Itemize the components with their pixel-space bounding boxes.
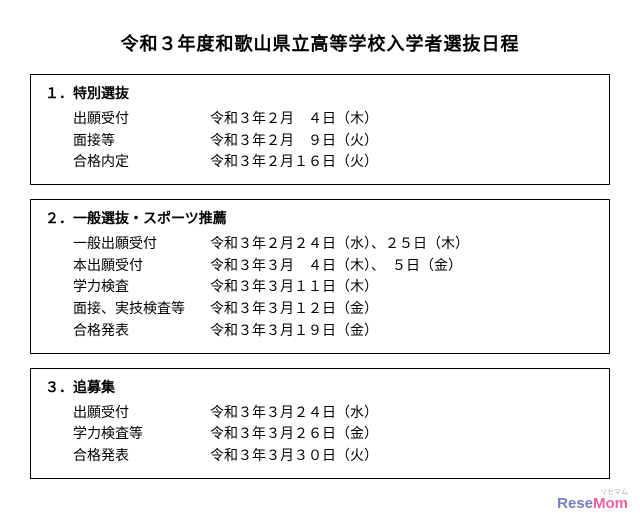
section-heading: １．特別選抜 <box>45 83 595 103</box>
row-label: 一般出願受付 <box>45 234 210 256</box>
row-label: 面接等 <box>45 131 210 153</box>
row-label: 出願受付 <box>45 109 210 131</box>
row-date: 令和３年３月１９日（金） <box>210 321 595 343</box>
row-label: 出願受付 <box>45 403 210 425</box>
section-heading: ３．追募集 <box>45 377 595 397</box>
section-1: ２．一般選抜・スポーツ推薦一般出願受付令和３年２月２４日（水）、２５日（木）本出… <box>30 199 610 353</box>
row-date: 令和３年２月 ４日（木） <box>210 109 595 131</box>
row-label: 合格内定 <box>45 152 210 174</box>
schedule-row: 出願受付令和３年２月 ４日（木） <box>45 109 595 131</box>
row-label: 面接、実技検査等 <box>45 299 210 321</box>
row-date: 令和３年３月 ４日（木）、 ５日（金） <box>210 256 595 278</box>
watermark: リセマム ReseMom <box>557 487 628 512</box>
row-label: 合格発表 <box>45 321 210 343</box>
watermark-rese: Rese <box>557 495 593 512</box>
section-2: ３．追募集出願受付令和３年３月２４日（水）学力検査等令和３年３月２６日（金）合格… <box>30 368 610 479</box>
schedule-row: 学力検査等令和３年３月２６日（金） <box>45 424 595 446</box>
schedule-row: 合格発表令和３年３月１９日（金） <box>45 321 595 343</box>
row-date: 令和３年３月３０日（火） <box>210 446 595 468</box>
schedule-row: 面接、実技検査等令和３年３月１２日（金） <box>45 299 595 321</box>
row-date: 令和３年２月 ９日（火） <box>210 131 595 153</box>
row-date: 令和３年３月１１日（木） <box>210 277 595 299</box>
row-label: 学力検査 <box>45 277 210 299</box>
sections-container: １．特別選抜出願受付令和３年２月 ４日（木）面接等令和３年２月 ９日（火）合格内… <box>30 74 610 479</box>
row-date: 令和３年２月２４日（水）、２５日（木） <box>210 234 595 256</box>
schedule-row: 合格発表令和３年３月３０日（火） <box>45 446 595 468</box>
row-label: 学力検査等 <box>45 424 210 446</box>
row-date: 令和３年３月２４日（水） <box>210 403 595 425</box>
schedule-row: 一般出願受付令和３年２月２４日（水）、２５日（木） <box>45 234 595 256</box>
schedule-row: 本出願受付令和３年３月 ４日（木）、 ５日（金） <box>45 256 595 278</box>
section-heading: ２．一般選抜・スポーツ推薦 <box>45 208 595 228</box>
row-date: 令和３年３月２６日（金） <box>210 424 595 446</box>
row-date: 令和３年３月１２日（金） <box>210 299 595 321</box>
schedule-row: 合格内定令和３年２月１６日（火） <box>45 152 595 174</box>
section-0: １．特別選抜出願受付令和３年２月 ４日（木）面接等令和３年２月 ９日（火）合格内… <box>30 74 610 185</box>
page-title: 令和３年度和歌山県立高等学校入学者選抜日程 <box>30 30 610 56</box>
row-date: 令和３年２月１６日（火） <box>210 152 595 174</box>
row-label: 本出願受付 <box>45 256 210 278</box>
watermark-mom: Mom <box>593 495 628 512</box>
schedule-row: 出願受付令和３年３月２４日（水） <box>45 403 595 425</box>
row-label: 合格発表 <box>45 446 210 468</box>
schedule-row: 学力検査令和３年３月１１日（木） <box>45 277 595 299</box>
schedule-row: 面接等令和３年２月 ９日（火） <box>45 131 595 153</box>
